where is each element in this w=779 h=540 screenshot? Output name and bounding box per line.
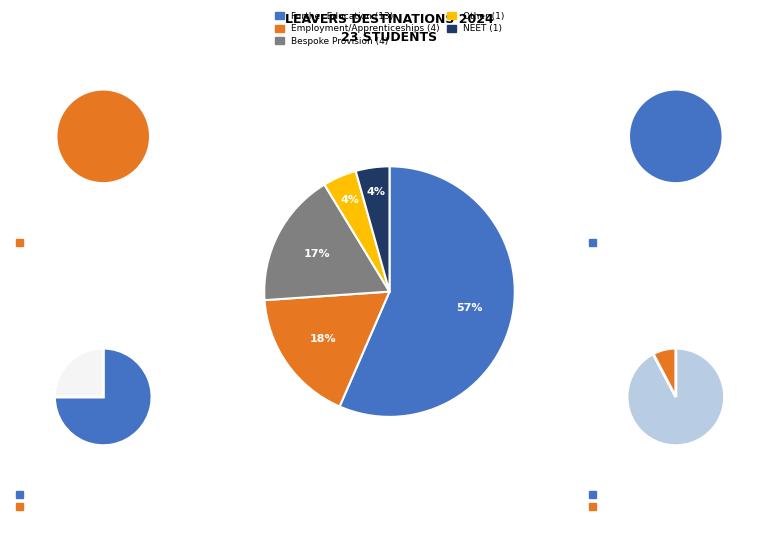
Legend: Employment (3), Apprenticeships (1): Employment (3), Apprenticeships (1) <box>16 491 119 512</box>
Wedge shape <box>264 185 390 300</box>
Text: 4%: 4% <box>366 187 386 197</box>
Wedge shape <box>55 348 104 397</box>
Text: Employment/
Apprenticeships: Employment/ Apprenticeships <box>21 288 135 317</box>
Wedge shape <box>324 171 390 292</box>
Wedge shape <box>265 292 390 407</box>
Wedge shape <box>55 348 152 446</box>
Wedge shape <box>340 166 515 417</box>
Wedge shape <box>627 348 724 446</box>
Text: Other: Other <box>594 31 633 44</box>
Wedge shape <box>356 166 390 292</box>
Wedge shape <box>56 89 150 184</box>
Wedge shape <box>653 348 676 397</box>
Text: 17%: 17% <box>304 249 330 259</box>
Legend: Robert Owen Communities (4): Robert Owen Communities (4) <box>16 238 167 247</box>
Text: Bespoke Provision: Bespoke Provision <box>21 31 150 44</box>
Wedge shape <box>629 89 723 184</box>
Title: LEAVERS DESTINATIONS 2024
23 STUDENTS: LEAVERS DESTINATIONS 2024 23 STUDENTS <box>285 12 494 44</box>
Text: 4%: 4% <box>340 195 359 205</box>
Legend: Further Education (13), Employment/Apprenticeships (4), Bespoke Provision (4), O: Further Education (13), Employment/Appre… <box>271 8 508 50</box>
Legend: South Devon College (12), Bicton College (1): South Devon College (12), Bicton College… <box>589 491 720 512</box>
Text: 18%: 18% <box>310 334 337 343</box>
Text: 57%: 57% <box>456 303 482 313</box>
Text: Further Education: Further Education <box>594 288 720 301</box>
Legend: Unpaid voluntary work (1): Unpaid voluntary work (1) <box>589 238 721 247</box>
